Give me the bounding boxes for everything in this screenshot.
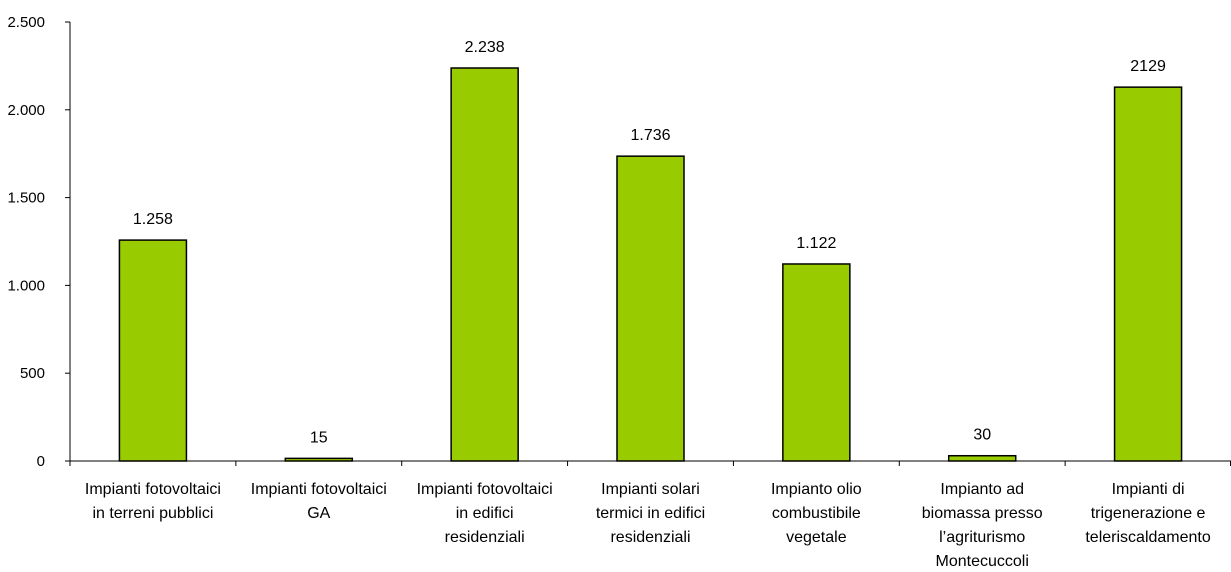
y-tick-label: 0 <box>37 453 45 470</box>
data-label: 15 <box>310 429 328 446</box>
x-tick-label: Impianti di trigenerazione e teleriscaldam… <box>1085 481 1211 546</box>
bar <box>450 67 519 462</box>
x-tick-label: Impianti fotovoltaici in edifici residenzi… <box>417 481 553 546</box>
y-tick-label: 500 <box>20 365 45 382</box>
y-tick-label: 1.000 <box>7 277 45 294</box>
data-label: 1.258 <box>133 211 173 228</box>
data-label: 1.736 <box>630 127 670 144</box>
bar <box>782 263 851 462</box>
data-label: 2.238 <box>465 39 505 56</box>
x-tick-label: Impianti fotovoltaici GA <box>251 481 387 522</box>
bar <box>616 155 685 462</box>
y-tick-label: 2.500 <box>7 14 45 31</box>
data-label: 1.122 <box>796 235 836 252</box>
data-label: 30 <box>973 427 991 444</box>
x-tick-label: Impianti fotovoltaici in terreni pubblici <box>85 481 221 522</box>
x-axis: Impianti fotovoltaici in terreni pubblici… <box>69 460 1231 570</box>
x-tick-label: Impianti solari termici in edifici residen… <box>596 481 705 546</box>
x-tick-label: Impianto ad biomassa presso l’agriturismo M… <box>922 481 1043 570</box>
data-label: 2129 <box>1130 58 1166 75</box>
bars: 1.258 15 2.238 1.736 1.122 30 2129 <box>118 39 1183 462</box>
y-tick-label: 1.500 <box>7 190 45 207</box>
bar <box>1113 86 1183 462</box>
x-tick-label: Impianto olio combustibile vegetale <box>771 481 862 546</box>
y-axis: 0 500 1.000 1.500 2.000 2.500 <box>7 14 71 470</box>
y-tick-label: 2.000 <box>7 102 45 119</box>
bar <box>947 454 1017 462</box>
bar <box>118 239 188 462</box>
